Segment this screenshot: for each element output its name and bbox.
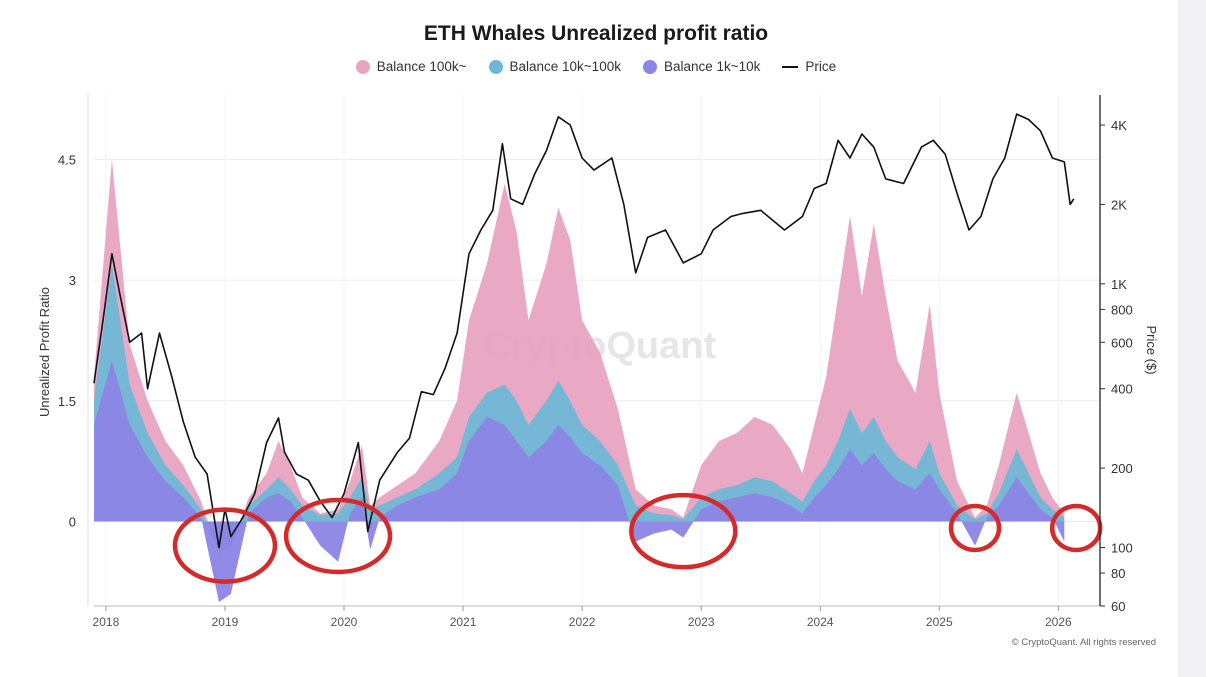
- y-tick-label-3: 3: [69, 273, 76, 288]
- area-series-0: [94, 159, 1065, 554]
- y-tick-label-0: 0: [69, 515, 76, 530]
- y-tick-label-4.5: 4.5: [58, 152, 76, 167]
- highlight-circle-0: [172, 507, 278, 584]
- y2-tick-label-200: 200: [1111, 461, 1133, 476]
- x-tick-label-2024: 2024: [807, 615, 834, 629]
- y2-tick-label-400: 400: [1111, 382, 1133, 397]
- legend-label-balance-100k: Balance 100k~: [376, 59, 467, 74]
- y-axis-title: Unrealized Profit Ratio: [37, 287, 52, 417]
- highlight-circle-2: [629, 492, 738, 570]
- x-tick-label-2022: 2022: [569, 615, 596, 629]
- y2-axis-title: Price ($): [1144, 325, 1159, 374]
- legend-item-balance-1k-10k[interactable]: Balance 1k~10k: [642, 59, 761, 74]
- x-tick-label-2021: 2021: [450, 615, 477, 629]
- legend-swatch-balance-100k: [355, 59, 370, 74]
- series-areas: [94, 159, 1065, 602]
- area-series-2: [94, 360, 1065, 602]
- price-line: [93, 113, 1075, 549]
- y2-tick-label-800: 800: [1111, 302, 1133, 317]
- y2-tick-label-600: 600: [1111, 335, 1133, 350]
- chart-legend: Balance 100k~ Balance 10k~100k Balance 1…: [0, 59, 1192, 74]
- page-edge-strip: [1178, 0, 1206, 677]
- y-tick-label-1.5: 1.5: [58, 394, 76, 409]
- y2-tick-label-1K: 1K: [1111, 277, 1127, 292]
- x-tick-label-2018: 2018: [93, 615, 120, 629]
- legend-swatch-balance-10k-100k: [488, 59, 503, 74]
- legend-item-balance-10k-100k[interactable]: Balance 10k~100k: [488, 59, 621, 74]
- copyright-notice: © CryptoQuant. All rights reserved: [1011, 637, 1156, 648]
- legend-item-balance-100k[interactable]: Balance 100k~: [355, 59, 467, 74]
- x-tick-label-2020: 2020: [331, 615, 358, 629]
- y2-tick-label-4K: 4K: [1111, 118, 1127, 133]
- legend-item-price[interactable]: Price: [782, 59, 836, 74]
- area-series-1: [94, 264, 1065, 554]
- y2-tick-label-80: 80: [1111, 566, 1125, 581]
- highlight-circle-1: [283, 497, 393, 575]
- legend-label-balance-1k-10k: Balance 1k~10k: [663, 59, 761, 74]
- legend-label-balance-10k-100k: Balance 10k~100k: [509, 59, 621, 74]
- x-tick-label-2026: 2026: [1045, 615, 1072, 629]
- y2-tick-label-100: 100: [1111, 540, 1133, 555]
- legend-label-price: Price: [805, 59, 837, 74]
- x-tick-label-2023: 2023: [688, 615, 715, 629]
- series-price: [93, 113, 1075, 549]
- chart-axes: 2018 2019 2020 2021 2022 2023 2024 2025 2026 0 1.5…: [58, 95, 1133, 629]
- legend-swatch-price: [782, 65, 799, 68]
- y2-tick-label-2K: 2K: [1111, 197, 1127, 212]
- highlight-circle-3: [948, 503, 1002, 553]
- x-tick-label-2025: 2025: [926, 615, 953, 629]
- legend-swatch-balance-1k-10k: [642, 59, 657, 74]
- x-tick-label-2019: 2019: [212, 615, 239, 629]
- y2-tick-label-60: 60: [1111, 599, 1125, 614]
- chart-title: ETH Whales Unrealized profit ratio: [423, 22, 769, 45]
